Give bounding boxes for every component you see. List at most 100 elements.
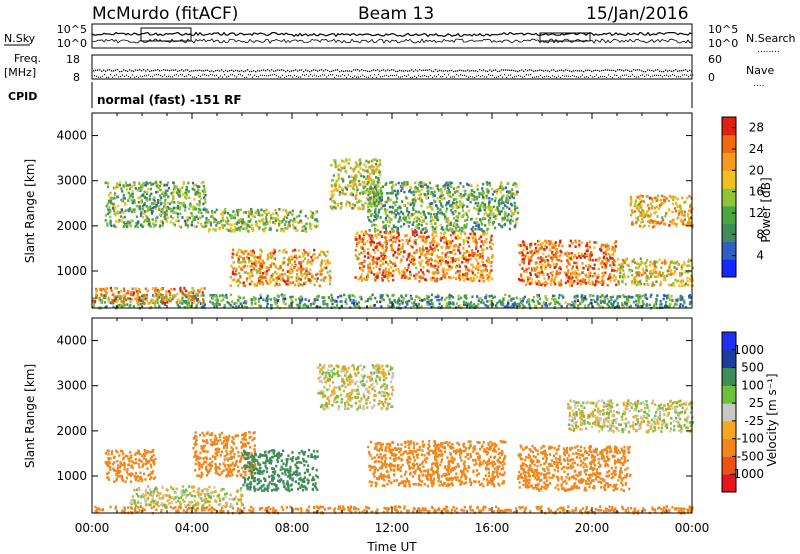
- power-echo-cell: [366, 240, 369, 243]
- freq-dot: [171, 69, 173, 71]
- power-echo-cell: [392, 248, 395, 252]
- power-echo-cell: [281, 262, 284, 266]
- power-echo-cell: [505, 197, 508, 200]
- power-echo-cell: [157, 186, 160, 190]
- power-echo-cell: [283, 223, 287, 226]
- power-echo-cell: [375, 259, 378, 263]
- power-echo-cell: [432, 264, 435, 268]
- power-echo-cell: [170, 191, 173, 195]
- power-echo-cell: [249, 218, 252, 221]
- freq-dot: [363, 69, 365, 72]
- power-echo-cell: [372, 200, 375, 204]
- power-echo-cell: [252, 296, 256, 299]
- power-echo-cell: [138, 288, 141, 291]
- power-echo-cell: [149, 181, 152, 185]
- power-echo-cell: [269, 220, 272, 223]
- noise-tick-right-bottom: 10^0: [708, 37, 738, 50]
- power-echo-cell: [589, 294, 592, 298]
- power-echo-cell: [406, 242, 410, 245]
- power-echo-cell: [120, 290, 123, 293]
- power-echo-cell: [396, 230, 399, 234]
- power-echo-cell: [611, 295, 615, 299]
- power-echo-cell: [617, 305, 620, 308]
- power-echo-cell: [520, 273, 523, 276]
- power-echo-cell: [301, 229, 304, 232]
- power-echo-cell: [527, 300, 530, 304]
- nave-dot: [338, 75, 340, 77]
- power-echo-cell: [388, 271, 391, 275]
- freq-dot: [425, 69, 427, 71]
- power-echo-cell: [195, 292, 198, 295]
- freq-dot: [539, 69, 541, 71]
- nave-dot: [100, 76, 102, 78]
- power-echo-cell: [397, 252, 400, 256]
- power-echo-cell: [477, 209, 480, 213]
- power-echo-cell: [182, 204, 186, 208]
- power-echo-cell: [106, 185, 110, 189]
- nave-dot: [668, 75, 670, 77]
- nave-dot: [182, 74, 184, 76]
- power-echo-cell: [536, 295, 539, 299]
- power-echo-cell: [374, 208, 377, 211]
- power-echo-cell: [293, 217, 296, 221]
- power-echo-cell: [153, 299, 156, 303]
- power-echo-cell: [523, 258, 526, 261]
- power-echo-cell: [449, 221, 453, 225]
- power-echo-cell: [158, 205, 161, 208]
- power-echo-cell: [360, 230, 363, 234]
- nave-dot: [648, 74, 650, 76]
- power-echo-cell: [129, 297, 132, 301]
- nave-dot: [246, 76, 248, 78]
- power-echo-cell: [414, 228, 417, 232]
- power-echo-cell: [183, 306, 186, 309]
- power-echo-cell: [601, 276, 604, 279]
- power-echo-cell: [126, 188, 129, 191]
- power-echo-cell: [388, 191, 391, 195]
- power-echo-cell: [418, 193, 421, 197]
- power-echo-cell: [473, 303, 476, 306]
- power-echo-cell: [389, 305, 392, 309]
- power-echo-cell: [356, 188, 359, 192]
- power-echo-cell: [160, 295, 163, 298]
- power-echo-cell: [439, 223, 442, 227]
- nave-dot: [292, 76, 294, 78]
- power-echo-cell: [551, 246, 554, 249]
- nave-dot: [330, 74, 332, 76]
- power-echo-cell: [94, 294, 98, 297]
- power-echo-cell: [484, 196, 487, 199]
- power-echo-cell: [408, 239, 411, 243]
- power-echo-cell: [134, 225, 137, 228]
- power-echo-cell: [111, 207, 115, 210]
- power-echo-cell: [465, 274, 469, 277]
- power-echo-cell: [164, 303, 167, 306]
- power-echo-cell: [176, 292, 179, 296]
- power-echo-cell: [274, 265, 278, 269]
- power-echo-cell: [104, 296, 107, 300]
- power-echo-cell: [430, 264, 434, 268]
- power-echo-cell: [244, 211, 248, 214]
- power-echo-cell: [299, 219, 302, 222]
- freq-dot: [223, 70, 225, 73]
- power-echo-cell: [104, 214, 108, 217]
- power-echo-cell: [258, 297, 261, 301]
- freq-dot: [111, 70, 113, 72]
- power-echo-cell: [390, 186, 394, 189]
- power-echo-cell: [291, 213, 294, 217]
- power-echo-cell: [239, 302, 242, 305]
- power-echo-cell: [372, 180, 376, 184]
- power-echo-cell: [539, 260, 542, 264]
- freq-dot: [211, 70, 213, 72]
- power-echo-cell: [430, 222, 433, 226]
- power-echo-cell: [666, 296, 669, 300]
- freq-dot: [167, 69, 169, 71]
- power-echo-cell: [419, 211, 422, 215]
- power-echo-cell: [481, 201, 484, 204]
- nave-dot: [260, 74, 262, 76]
- freq-dot: [303, 70, 305, 73]
- freq-dot: [589, 69, 591, 72]
- power-echo-cell: [450, 209, 453, 212]
- power-echo-cell: [500, 200, 503, 203]
- power-echo-cell: [310, 223, 313, 227]
- power-echo-cell: [157, 294, 160, 297]
- power-echo-cell: [423, 219, 426, 223]
